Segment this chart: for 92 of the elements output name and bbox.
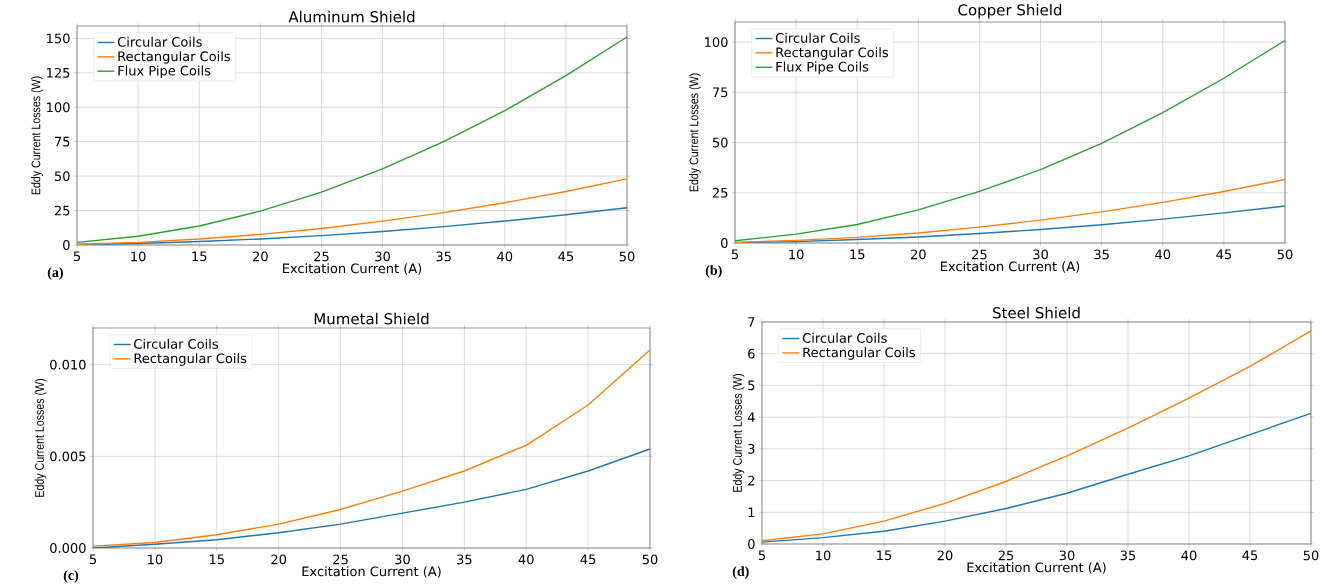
x-tick-label: 15 <box>209 554 224 565</box>
y-tick-label: 3 <box>748 443 755 454</box>
x-tick-label: 45 <box>1242 550 1258 561</box>
line-series <box>762 330 1311 542</box>
x-tick-label: 20 <box>253 251 268 262</box>
x-tick-label: 35 <box>457 554 472 565</box>
legend-label: Circular Coils <box>802 332 887 343</box>
legend-label: Rectangular Coils <box>118 51 231 64</box>
y-tick-label: 5 <box>748 380 755 391</box>
x-tick-label: 40 <box>1181 550 1197 561</box>
x-tick-label: 50 <box>642 554 658 565</box>
y-axis-title: Eddy Current Losses (W) <box>689 73 701 192</box>
y-tick-label: 0.010 <box>50 359 86 370</box>
x-tick-label: 50 <box>619 251 635 262</box>
x-tick-label: 20 <box>911 249 926 260</box>
y-tick-label: 7 <box>748 317 755 327</box>
x-axis-title: Excitation Current (A) <box>302 566 441 578</box>
y-tick-label: 6 <box>748 348 755 359</box>
legend-label: Circular Coils <box>117 36 202 47</box>
x-tick-label: 35 <box>1120 550 1136 561</box>
y-tick-label: 0 <box>748 539 755 549</box>
y-tick-label: 100 <box>705 37 728 47</box>
x-tick-label: 25 <box>998 550 1014 561</box>
x-tick-label: 15 <box>850 249 865 260</box>
y-tick-label: 150 <box>47 33 70 44</box>
y-tick-label: 75 <box>713 87 728 98</box>
x-tick-label: 15 <box>192 251 207 262</box>
x-tick-label: 50 <box>1277 249 1293 260</box>
legend-label: Flux Pipe Coils <box>118 65 211 79</box>
x-axis-title: Excitation Current (A) <box>967 562 1106 574</box>
legend-label: Flux Pipe Coils <box>776 61 869 75</box>
x-tick-label: 5 <box>731 249 739 260</box>
chart-title: Mumetal Shield <box>314 312 429 325</box>
x-tick-label: 5 <box>89 554 97 565</box>
y-tick-label: 50 <box>54 171 70 182</box>
y-tick-label: 4 <box>747 412 755 422</box>
x-tick-label: 45 <box>1216 249 1232 260</box>
x-tick-label: 25 <box>314 251 329 262</box>
line-series <box>735 178 1285 243</box>
x-tick-label: 45 <box>580 554 596 565</box>
legend-label: Rectangular Coils <box>134 353 247 366</box>
x-tick-label: 30 <box>375 251 390 262</box>
x-tick-label: 40 <box>518 554 534 565</box>
x-tick-label: 30 <box>1059 550 1075 561</box>
x-tick-label: 25 <box>333 554 348 565</box>
x-tick-label: 5 <box>758 550 766 561</box>
y-axis-title: Eddy Current Losses (W) <box>31 76 43 195</box>
x-tick-label: 40 <box>497 251 513 262</box>
x-tick-label: 35 <box>436 251 451 262</box>
x-tick-label: 10 <box>816 550 831 561</box>
chart-title: Aluminum Shield <box>288 10 415 23</box>
chart-title: Steel Shield <box>993 306 1080 319</box>
x-tick-label: 50 <box>1303 550 1319 561</box>
legend-label: Rectangular Coils <box>776 47 889 60</box>
x-axis-title: Excitation Current (A) <box>941 261 1080 273</box>
text: (a) <box>47 267 63 280</box>
y-tick-label: 2 <box>748 475 755 486</box>
chart-title: Copper Shield <box>958 3 1062 19</box>
y-tick-label: 0.000 <box>50 543 86 553</box>
x-tick-label: 45 <box>558 251 574 262</box>
y-tick-label: 50 <box>712 137 728 148</box>
text: (c) <box>63 570 79 583</box>
legend-label: Circular Coils <box>775 32 860 43</box>
x-tick-label: 35 <box>1094 249 1109 260</box>
y-tick-label: 100 <box>47 102 70 113</box>
y-tick-label: 0 <box>63 240 70 250</box>
x-tick-label: 25 <box>972 249 987 260</box>
line-series <box>77 178 627 245</box>
y-tick-label: 125 <box>47 67 70 78</box>
x-tick-label: 40 <box>1155 249 1171 260</box>
x-tick-label: 20 <box>271 554 287 565</box>
y-tick-label: 25 <box>54 205 70 216</box>
y-tick-label: 75 <box>55 136 70 147</box>
x-tick-label: 10 <box>148 554 163 565</box>
y-tick-label: 25 <box>712 187 728 198</box>
x-tick-label: 10 <box>789 249 804 260</box>
x-tick-label: 30 <box>395 554 410 565</box>
x-axis-title: Excitation Current (A) <box>283 263 422 275</box>
x-tick-label: 15 <box>877 550 892 561</box>
x-tick-label: 20 <box>937 550 953 561</box>
x-tick-label: 30 <box>1033 249 1048 260</box>
y-axis-title: Eddy Current Losses (W) <box>732 374 745 492</box>
line-series <box>93 448 651 548</box>
text: (d) <box>732 566 749 579</box>
text: (b) <box>705 265 722 278</box>
y-tick-label: 0.005 <box>50 451 86 462</box>
y-axis-title: Eddy Current Losses (W) <box>34 379 47 497</box>
x-tick-label: 10 <box>131 251 146 262</box>
legend-label: Circular Coils <box>134 338 218 349</box>
y-tick-label: 0 <box>721 238 728 248</box>
y-tick-label: 1 <box>748 507 755 518</box>
legend-label: Rectangular Coils <box>803 347 915 360</box>
